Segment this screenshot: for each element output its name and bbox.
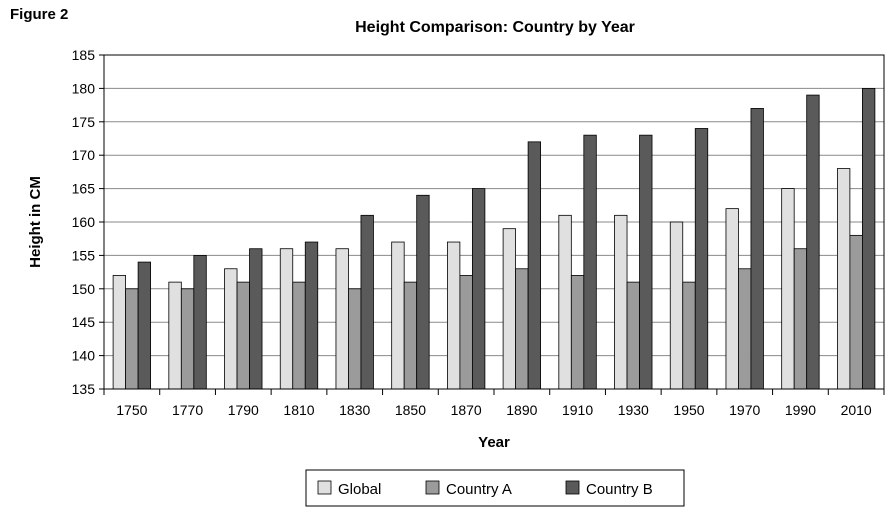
bar-country-b-1750	[137, 261, 152, 390]
bar-country-b-1810	[304, 241, 319, 390]
y-axis-ticks: 135 140 145 150 155 160 165 170 175 180 185	[72, 47, 104, 397]
bar-global-1870	[446, 241, 461, 390]
bar-country-b-1830	[360, 214, 374, 390]
bar-country-a-1790	[236, 281, 250, 390]
bar-global-1770	[168, 281, 182, 390]
x-tick-label: 2010	[841, 402, 872, 418]
y-tick-label: 150	[72, 281, 96, 297]
bar-country-a-1870	[459, 275, 473, 390]
bars	[112, 88, 876, 390]
x-axis-title: Year	[478, 434, 510, 451]
bar-country-b-1770	[193, 254, 207, 390]
x-tick-label: 1970	[729, 402, 760, 418]
legend-label-global: Global	[338, 481, 381, 498]
x-tick-label: 1930	[618, 402, 649, 418]
bar-country-b-1930	[639, 134, 653, 390]
bar-country-a-1810	[292, 281, 306, 390]
bar-global-1990	[781, 188, 795, 390]
bar-global-1890	[502, 228, 517, 390]
y-tick-label: 175	[72, 114, 96, 130]
bar-global-1750	[112, 275, 127, 390]
y-tick-label: 165	[72, 181, 96, 197]
x-tick-label: 1910	[562, 402, 593, 418]
bar-global-1910	[558, 214, 572, 390]
y-tick-label: 145	[72, 314, 96, 330]
x-tick-label: 1770	[172, 402, 203, 418]
bar-global-1810	[279, 248, 294, 390]
bar-global-2010	[836, 168, 851, 390]
bar-country-b-1870	[471, 188, 486, 390]
bar-country-b-1990	[806, 94, 820, 390]
bar-country-a-1930	[626, 281, 640, 390]
x-tick-label: 1750	[116, 402, 147, 418]
x-tick-label: 1850	[395, 402, 426, 418]
bar-country-a-1970	[738, 268, 752, 390]
bar-country-b-1790	[249, 248, 263, 390]
legend-swatch-global	[317, 480, 332, 495]
bar-global-1830	[335, 248, 349, 390]
legend-label-country-b: Country B	[586, 481, 653, 498]
y-tick-label: 170	[72, 147, 96, 163]
bar-country-b-1950	[694, 128, 709, 390]
x-tick-label: 1990	[785, 402, 816, 418]
bar-country-a-1990	[793, 248, 808, 390]
legend-swatch-country-a	[425, 480, 440, 495]
y-tick-label: 140	[72, 348, 96, 364]
y-tick-label: 135	[72, 381, 96, 397]
x-tick-label: 1810	[283, 402, 314, 418]
legend-box	[305, 469, 685, 507]
x-tick-label: 1790	[228, 402, 259, 418]
bar-country-b-2010	[861, 88, 876, 390]
bar-country-b-1850	[416, 194, 430, 390]
bar-global-1850	[391, 241, 405, 390]
bar-country-b-1970	[750, 108, 764, 390]
legend-label-country-a: Country A	[446, 481, 512, 498]
figure-label: Figure 2	[10, 6, 69, 23]
gridlines	[104, 54, 884, 390]
x-tick-label: 1950	[673, 402, 704, 418]
chart-title: Height Comparison: Country by Year	[355, 19, 635, 36]
bar-global-1970	[725, 208, 739, 390]
bar-country-a-1850	[403, 281, 418, 390]
y-tick-label: 155	[72, 247, 96, 263]
bar-country-a-1770	[180, 288, 195, 390]
bar-country-a-1890	[515, 268, 529, 390]
bar-country-a-1950	[682, 281, 696, 390]
y-tick-label: 160	[72, 214, 96, 230]
x-tick-label: 1870	[451, 402, 482, 418]
bar-country-a-1910	[570, 275, 585, 390]
x-axis-ticks: 1750 1770 1790 1810 1830 1850 1870 1890 1910 1930…	[103, 389, 885, 418]
bar-country-b-1910	[583, 134, 597, 390]
bar-global-1930	[614, 214, 628, 390]
bar-country-a-1750	[125, 288, 139, 390]
bar-global-1790	[224, 268, 238, 390]
y-tick-label: 185	[72, 47, 96, 63]
bar-country-a-2010	[849, 234, 863, 390]
bar-country-b-1890	[527, 141, 542, 390]
legend: Global Country A Country B	[305, 469, 685, 507]
bar-country-a-1830	[348, 288, 362, 390]
bar-global-1950	[669, 221, 684, 390]
y-tick-label: 180	[72, 80, 96, 96]
y-axis-title: Height in CM	[27, 176, 44, 268]
x-tick-label: 1890	[506, 402, 537, 418]
x-tick-label: 1830	[339, 402, 370, 418]
legend-swatch-country-b	[565, 480, 580, 495]
plot-frame	[103, 54, 885, 390]
